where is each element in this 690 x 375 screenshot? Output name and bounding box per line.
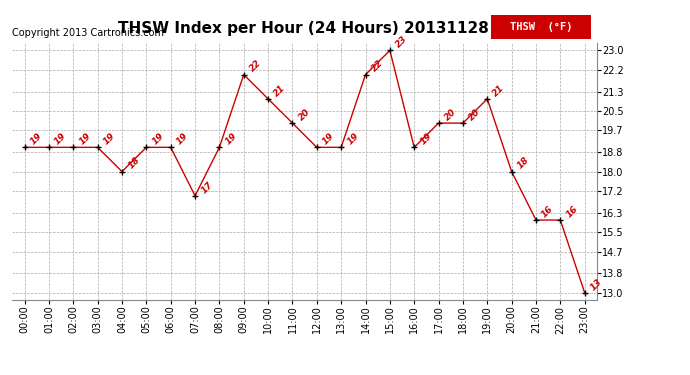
- Text: 21: 21: [273, 83, 288, 98]
- Text: 20: 20: [297, 107, 312, 122]
- Text: 20: 20: [443, 107, 458, 122]
- Text: 19: 19: [224, 131, 239, 147]
- Text: THSW  (°F): THSW (°F): [510, 22, 573, 32]
- Text: 19: 19: [102, 131, 117, 147]
- Text: 18: 18: [516, 156, 531, 171]
- Text: 23: 23: [394, 34, 409, 50]
- Text: 22: 22: [370, 58, 385, 74]
- Text: 20: 20: [467, 107, 482, 122]
- Text: 16: 16: [564, 204, 580, 219]
- Text: THSW Index per Hour (24 Hours) 20131128: THSW Index per Hour (24 Hours) 20131128: [118, 21, 489, 36]
- Text: 21: 21: [491, 83, 506, 98]
- Text: 19: 19: [77, 131, 92, 147]
- Text: 22: 22: [248, 58, 263, 74]
- Text: 19: 19: [418, 131, 433, 147]
- Text: 19: 19: [175, 131, 190, 147]
- Text: 19: 19: [53, 131, 68, 147]
- Text: 13: 13: [589, 277, 604, 292]
- Text: 19: 19: [345, 131, 361, 147]
- Text: 19: 19: [150, 131, 166, 147]
- Text: 19: 19: [29, 131, 44, 147]
- Text: Copyright 2013 Cartronics.com: Copyright 2013 Cartronics.com: [12, 28, 164, 38]
- Text: 18: 18: [126, 156, 141, 171]
- Text: 17: 17: [199, 180, 215, 195]
- Text: 16: 16: [540, 204, 555, 219]
- Text: 19: 19: [321, 131, 336, 147]
